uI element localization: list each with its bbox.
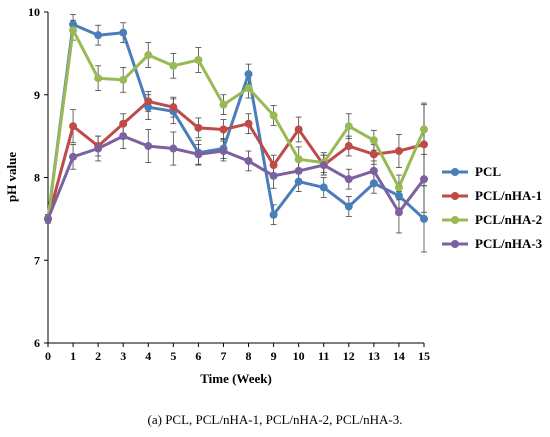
data-point	[394, 208, 403, 217]
data-point	[169, 61, 178, 70]
y-tick-label: 9	[34, 88, 40, 102]
x-tick-label: 9	[271, 349, 277, 363]
data-point	[244, 84, 253, 93]
data-point	[169, 103, 178, 112]
x-tick-label: 0	[45, 349, 51, 363]
x-tick-label: 15	[418, 349, 430, 363]
legend-swatch-marker	[451, 240, 459, 248]
legend: PCL PCL/nHA-1 PCL/nHA-2 PCL/nHA-3	[442, 164, 543, 251]
data-point	[294, 125, 303, 134]
data-point	[69, 122, 78, 131]
legend-label: PCL/nHA-2	[475, 212, 542, 227]
data-point	[144, 97, 153, 106]
data-point	[420, 175, 428, 184]
data-point	[144, 103, 153, 112]
data-point	[394, 147, 403, 156]
data-point	[219, 125, 228, 134]
legend-label: PCL/nHA-3	[475, 236, 543, 251]
data-point	[119, 132, 128, 141]
data-point	[119, 75, 128, 84]
data-point	[344, 142, 353, 151]
data-point	[394, 183, 403, 192]
data-point	[344, 175, 353, 184]
legend-label: PCL	[475, 164, 501, 179]
data-point	[319, 183, 328, 192]
x-tick-label: 1	[70, 349, 76, 363]
data-point	[69, 152, 78, 161]
data-point	[294, 166, 303, 175]
x-tick-label: 11	[318, 349, 329, 363]
x-tick-label: 5	[170, 349, 176, 363]
legend-swatch-marker	[451, 216, 459, 224]
error-bars	[45, 14, 427, 253]
series-lines	[46, 22, 426, 221]
x-tick-label: 2	[95, 349, 101, 363]
data-point	[344, 122, 353, 131]
data-point	[269, 161, 278, 170]
data-point	[194, 123, 203, 132]
data-point	[94, 144, 103, 153]
data-point	[319, 161, 328, 170]
data-point	[269, 111, 278, 120]
data-point	[69, 20, 78, 29]
data-point	[194, 150, 203, 159]
data-point	[144, 142, 153, 151]
series-line	[46, 28, 426, 220]
data-point	[219, 100, 228, 109]
y-tick-label: 10	[28, 5, 40, 19]
x-tick-label: 12	[343, 349, 355, 363]
x-tick-label: 8	[246, 349, 252, 363]
series-line	[46, 99, 425, 220]
x-tick-label: 7	[220, 349, 226, 363]
x-axis-title: Time (Week)	[200, 371, 272, 386]
figure-caption: (a) PCL, PCL/nHA-1, PCL/nHA-2, PCL/nHA-3…	[147, 412, 403, 427]
y-axis-title: pH value	[4, 152, 19, 202]
data-point	[394, 191, 403, 200]
y-tick-label: 7	[34, 253, 40, 267]
data-point	[194, 55, 203, 64]
x-tick-label: 10	[293, 349, 305, 363]
x-tick-label: 4	[145, 349, 151, 363]
data-point	[219, 147, 228, 156]
data-point	[420, 125, 428, 134]
data-point	[119, 28, 128, 37]
data-point	[269, 171, 278, 180]
data-point	[369, 166, 378, 175]
data-point	[420, 214, 428, 223]
data-point	[69, 26, 78, 35]
data-point	[294, 177, 303, 186]
data-point	[119, 119, 128, 128]
data-point	[94, 74, 103, 83]
data-point	[94, 31, 103, 40]
legend-swatch-marker	[451, 168, 459, 176]
data-point	[269, 210, 278, 219]
data-point	[44, 214, 52, 223]
data-point	[169, 144, 178, 153]
data-point	[369, 179, 378, 188]
axes	[44, 11, 425, 347]
legend-swatch-marker	[451, 192, 459, 200]
data-point	[344, 202, 353, 211]
data-point	[244, 156, 253, 165]
x-tick-label: 14	[393, 349, 405, 363]
data-point	[369, 150, 378, 159]
x-tick-label: 6	[195, 349, 201, 363]
series-line	[46, 134, 426, 220]
data-point	[294, 155, 303, 164]
x-tick-label: 13	[368, 349, 380, 363]
data-point	[244, 70, 253, 79]
series-points	[44, 20, 428, 223]
data-point	[244, 119, 253, 128]
data-point	[369, 136, 378, 145]
series-line	[46, 22, 426, 221]
data-point	[144, 51, 153, 60]
x-tick-label: 3	[120, 349, 126, 363]
y-tick-label: 8	[34, 171, 40, 185]
y-tick-label: 6	[34, 336, 40, 350]
data-point	[420, 140, 428, 149]
legend-label: PCL/nHA-1	[475, 188, 542, 203]
